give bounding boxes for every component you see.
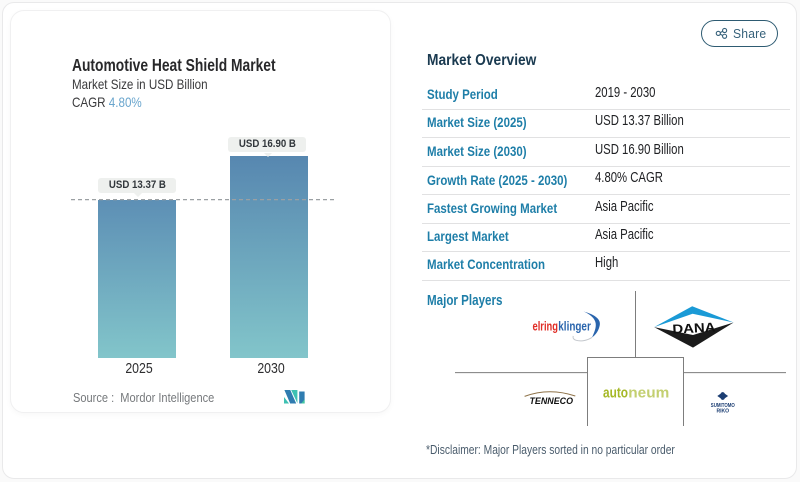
svg-text:klinger: klinger [558,319,591,334]
svg-text:elring: elring [533,319,559,334]
svg-text:auto: auto [603,384,628,401]
svg-text:TENNECO: TENNECO [530,396,574,406]
svg-text:RIKO: RIKO [716,408,729,414]
svg-text:neum: neum [628,384,669,401]
svg-text:SUMITOMO: SUMITOMO [711,403,736,409]
svg-text:DANA: DANA [672,319,717,336]
